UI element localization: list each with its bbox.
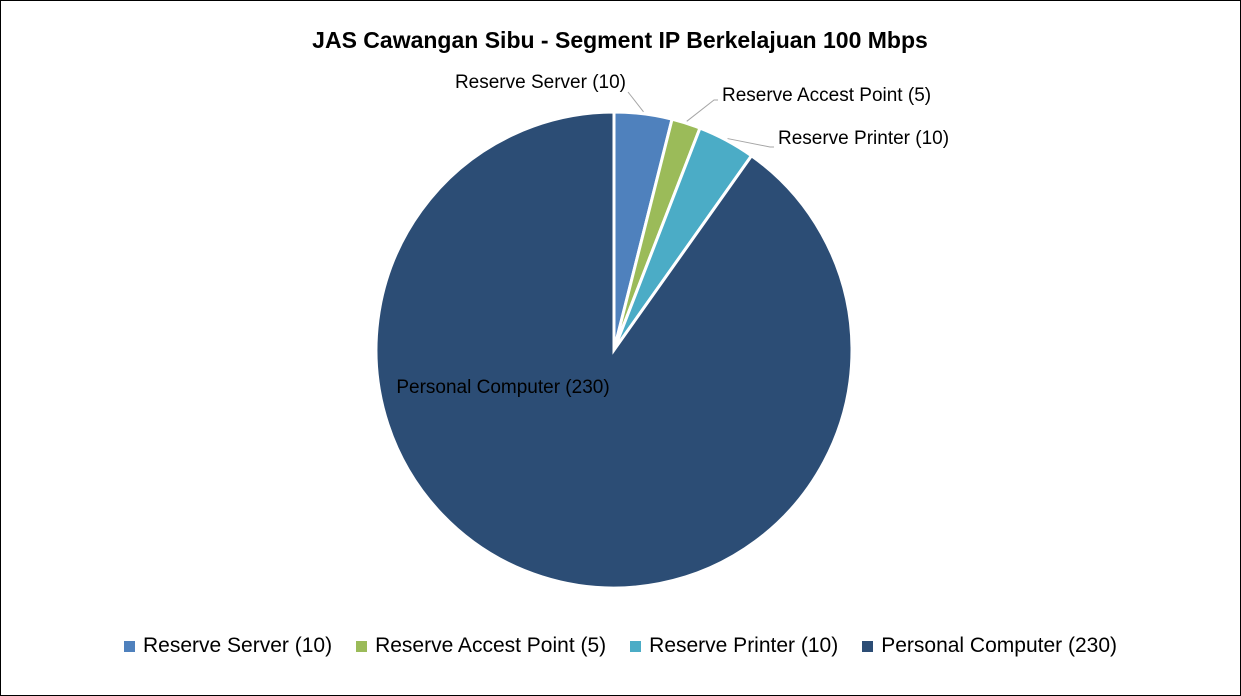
legend-swatch xyxy=(630,640,642,652)
legend-swatch xyxy=(124,640,135,652)
leader-line xyxy=(686,99,718,122)
legend-label: Reserve Accest Point (5) xyxy=(375,634,607,657)
legend-item: Reserve Printer (10) xyxy=(630,634,838,658)
legend-item: Personal Computer (230) xyxy=(862,634,1117,658)
legend-swatch xyxy=(862,640,874,652)
legend-label: Reserve Printer (10) xyxy=(649,634,839,657)
chart-title: JAS Cawangan Sibu - Segment IP Berkelaju… xyxy=(312,27,928,53)
pie-slice xyxy=(374,110,854,590)
leader-line xyxy=(627,91,644,113)
legend-swatch xyxy=(356,640,368,652)
data-label: Reserve Accest Point (5) xyxy=(722,85,931,106)
legend-item: Reserve Server (10) xyxy=(124,634,332,658)
leader-line xyxy=(727,138,774,148)
legend-label: Personal Computer (230) xyxy=(881,634,1117,657)
legend: Reserve Server (10) Reserve Accest Point … xyxy=(0,634,1241,658)
legend-label: Reserve Server (10) xyxy=(143,634,333,657)
data-label: Personal Computer (230) xyxy=(396,377,610,398)
data-label: Reserve Server (10) xyxy=(455,72,626,93)
data-label: Reserve Printer (10) xyxy=(778,128,949,149)
legend-item: Reserve Accest Point (5) xyxy=(356,634,606,658)
